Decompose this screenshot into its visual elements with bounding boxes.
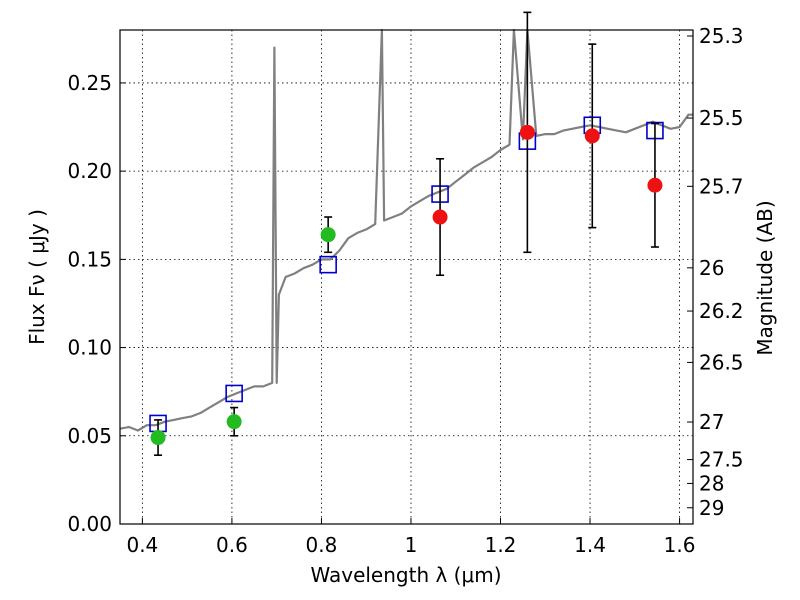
y2-tick-label: 26.5 [699,350,744,374]
x-tick-label: 0.4 [126,533,158,557]
model-square-marker [319,255,337,274]
y2-tick-label: 27 [699,410,724,434]
grid [120,30,693,525]
red-data-point [432,209,448,225]
y-tick-label: 0.05 [67,424,112,448]
red-data-point [519,124,535,140]
y-tick-label: 0.00 [67,512,112,536]
x-axis-label: Wavelength λ (μm) [310,563,501,587]
y-tick-label: 0.25 [67,71,112,95]
y2-axis-label: Magnitude (AB) [753,200,777,355]
y2-tick-label: 25.7 [699,174,744,198]
x-tick-label: 1.6 [664,533,696,557]
x-tick-label: 1.2 [485,533,517,557]
y2-tick-label: 28 [699,471,724,495]
y-axis-label: Flux Fν ( μJy ) [25,209,49,345]
y2-tick-label: 29 [699,496,724,520]
y2-tick-label: 26 [699,256,724,280]
x-tick-label: 0.6 [216,533,248,557]
y-tick-label: 0.20 [67,159,112,183]
green-data-point [320,227,336,243]
y2-tick-label: 26.2 [699,299,744,323]
red-data-point [584,128,600,144]
y-tick-label: 0.15 [67,247,112,271]
model-square-marker [225,384,243,403]
red-data-point [647,177,663,193]
axis-ticks: 0.4 0.6 0.8 1 1.2 1.4 1.6 0.00 0.05 0.10 0.15 0.20 0… [67,24,743,557]
plot-frame [119,29,694,525]
x-tick-label: 0.8 [306,533,338,557]
spectrum-line [119,28,693,432]
data-points-layer [150,11,663,456]
x-tick-label: 1.4 [574,533,606,557]
green-data-point [150,430,166,446]
x-tick-label: 1 [405,533,418,557]
y2-tick-label: 25.5 [699,106,744,130]
spectrum-layer [119,28,693,432]
y2-tick-label: 25.3 [699,24,744,48]
green-data-point [226,414,242,430]
y-tick-label: 0.10 [67,336,112,360]
plot-background [120,30,693,524]
y2-tick-label: 27.5 [699,448,744,472]
